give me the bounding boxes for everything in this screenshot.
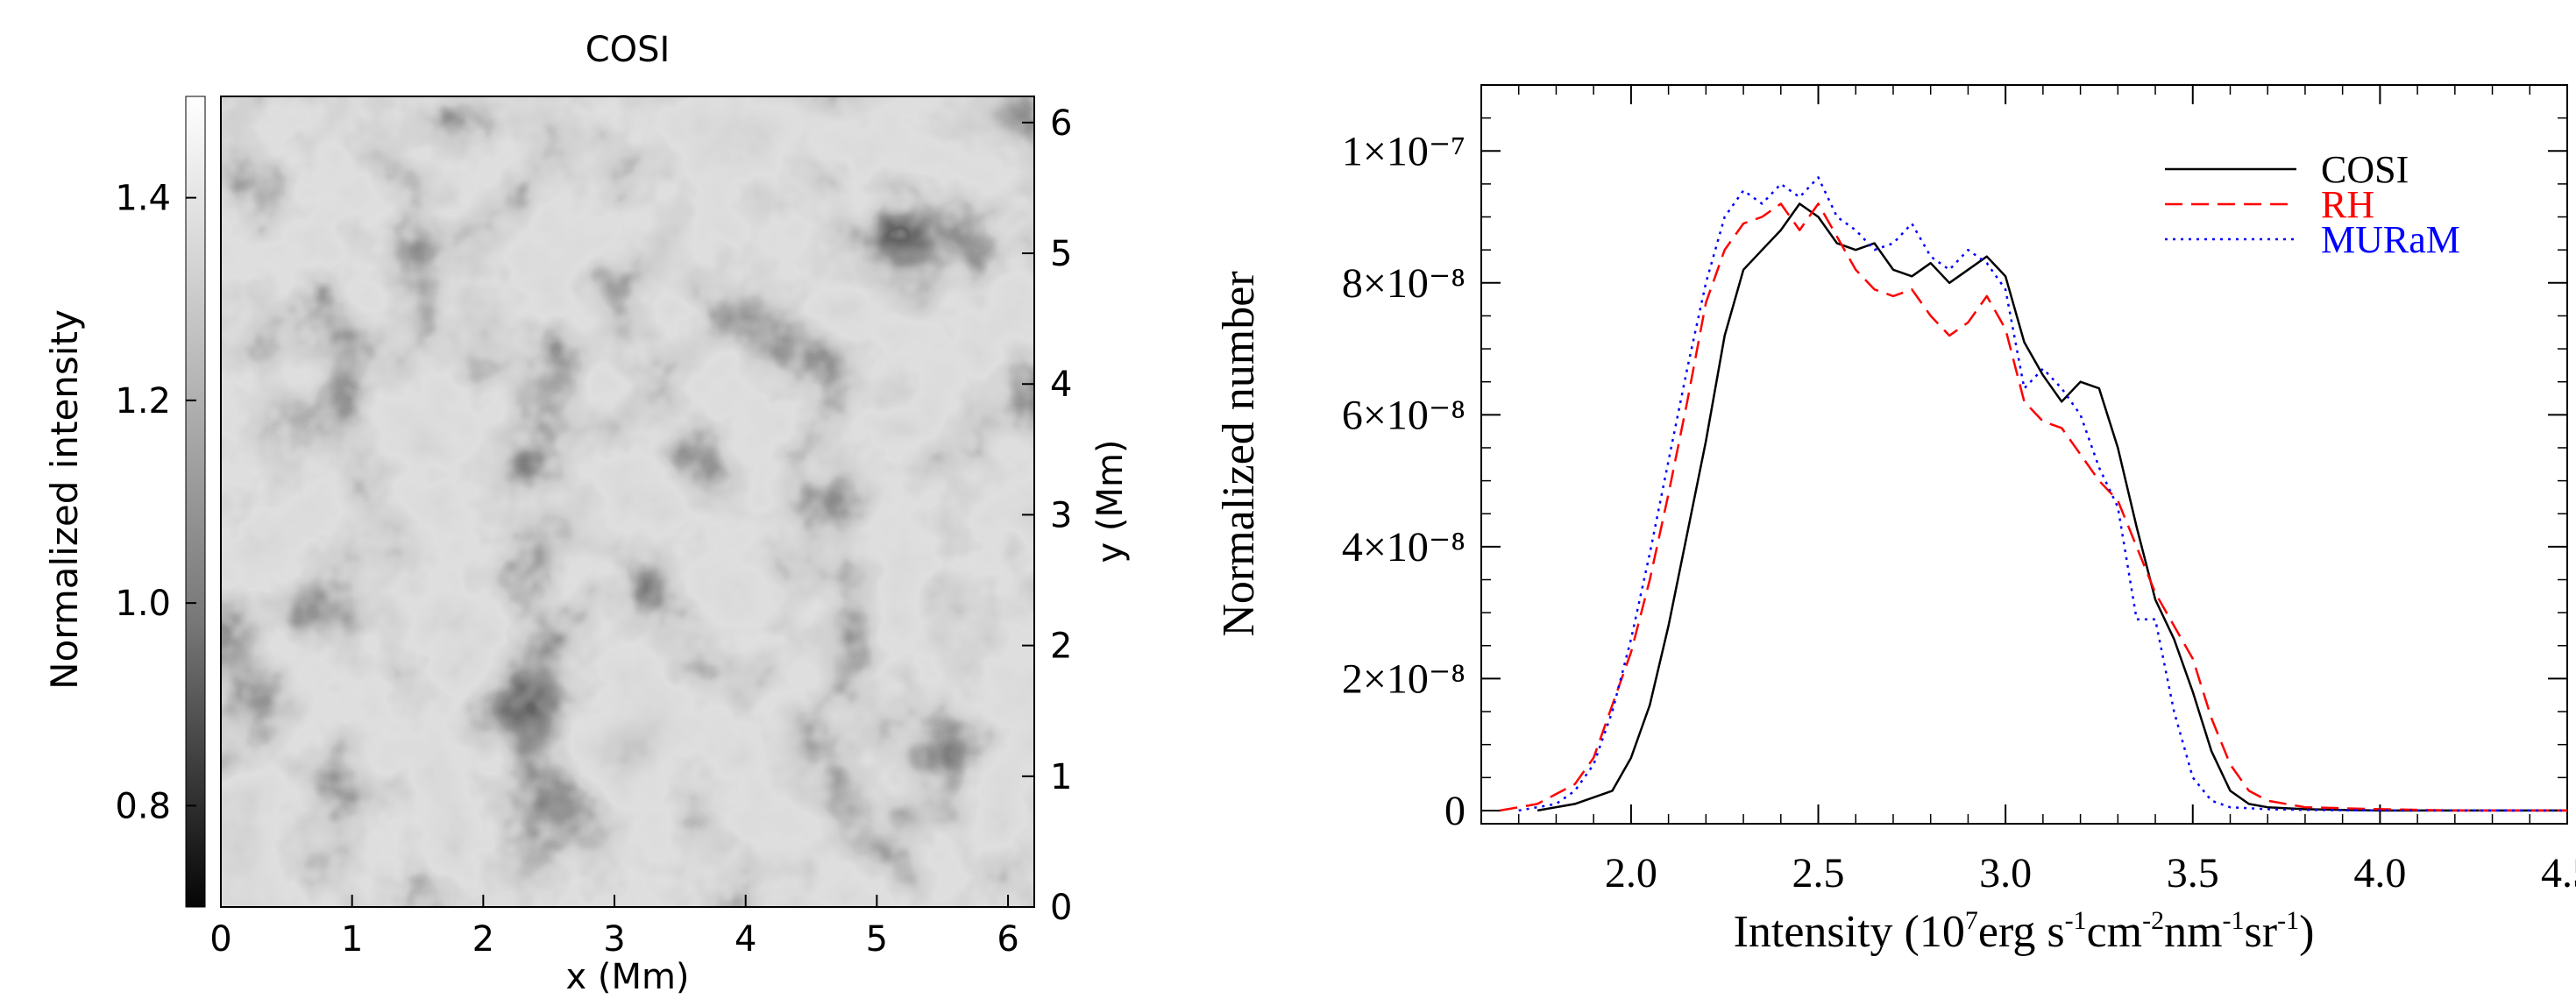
series-line-muram — [1518, 176, 2567, 812]
colorbar-ticks: 0.8 1.0 1.2 1.4 — [115, 179, 196, 826]
histogram-y-axis-label: Normalized number — [1214, 271, 1264, 636]
x-tick-label: 3.0 — [1979, 850, 2032, 896]
map-x-tick-label: 4 — [734, 919, 756, 960]
map-x-axis-label: x (Mm) — [565, 957, 689, 997]
x-tick-label: 3.5 — [2167, 850, 2219, 896]
colorbar — [185, 96, 206, 908]
map-y-tick-label: 5 — [1050, 234, 1072, 274]
y-tick-label: 8×10⁻⁸ — [1342, 260, 1465, 307]
map-y-axis-ticks: 0 1 2 3 4 5 6 — [1022, 103, 1072, 928]
map-y-tick-label: 0 — [1050, 888, 1072, 928]
map-y-tick-label: 1 — [1050, 757, 1072, 797]
histogram-y-axis-ticks: 0 2×10⁻⁸ 4×10⁻⁸ 6×10⁻⁸ 8×10⁻⁸ 1×10⁻⁷ — [1342, 117, 2567, 834]
map-x-tick-label: 2 — [472, 919, 494, 960]
y-tick-label: 6×10⁻⁸ — [1342, 392, 1465, 438]
series-lines — [1500, 176, 2567, 812]
colorbar-label: Normalized intensity — [43, 309, 86, 690]
map-x-tick-label: 5 — [866, 919, 888, 960]
colorbar-tick-label: 0.8 — [115, 786, 171, 826]
colorbar-tick-label: 1.4 — [115, 179, 171, 219]
legend-label-muram: MURaM — [2321, 218, 2460, 261]
colorbar-tick-label: 1.2 — [115, 381, 171, 422]
histogram-x-axis-label: Intensity (107erg s-1cm-2nm-1sr-1) — [1734, 906, 2315, 957]
map-y-tick-label: 4 — [1050, 365, 1072, 405]
map-x-tick-label: 1 — [341, 919, 363, 960]
map-x-tick-label: 3 — [603, 919, 625, 960]
x-tick-label: 4.5 — [2541, 850, 2576, 896]
x-tick-label: 2.5 — [1792, 850, 1845, 896]
intensity-image — [221, 96, 1034, 907]
y-tick-label: 4×10⁻⁸ — [1342, 524, 1465, 570]
map-x-tick-label: 0 — [209, 919, 231, 960]
map-frame — [220, 96, 1035, 908]
colorbar-tick-label: 1.0 — [115, 584, 171, 624]
map-title: COSI — [585, 30, 671, 70]
map-y-tick-label: 3 — [1050, 495, 1072, 535]
y-tick-label: 0 — [1444, 788, 1465, 834]
map-y-axis-label: y (Mm) — [1090, 439, 1131, 563]
histogram-x-axis-ticks: 2.0 2.5 3.0 3.5 4.0 4.5 — [1517, 85, 2576, 896]
intensity-map-panel: COSI 0.8 1.0 1.2 1.4 Normalized intensity 0… — [43, 30, 1131, 997]
plot-frame — [1480, 84, 2568, 825]
legend-label-rh: RH — [2321, 183, 2374, 226]
histogram-panel: 2.0 2.5 3.0 3.5 4.0 4.5 0 2×10⁻⁸ 4×10⁻⁸ 6×10⁻⁸ 8×… — [1214, 84, 2576, 957]
map-y-tick-label: 6 — [1050, 103, 1072, 144]
y-tick-label: 2×10⁻⁸ — [1342, 655, 1465, 702]
x-tick-label: 4.0 — [2353, 850, 2406, 896]
x-tick-label: 2.0 — [1605, 850, 1657, 896]
map-x-tick-label: 6 — [997, 919, 1018, 960]
y-tick-label: 1×10⁻⁷ — [1342, 128, 1465, 174]
series-line-rh — [1500, 202, 2567, 812]
series-line-cosi — [1536, 202, 2567, 812]
map-y-tick-label: 2 — [1050, 627, 1072, 667]
legend-label-cosi: COSI — [2321, 148, 2409, 191]
map-x-axis-ticks: 0 1 2 3 4 5 6 — [209, 895, 1019, 960]
